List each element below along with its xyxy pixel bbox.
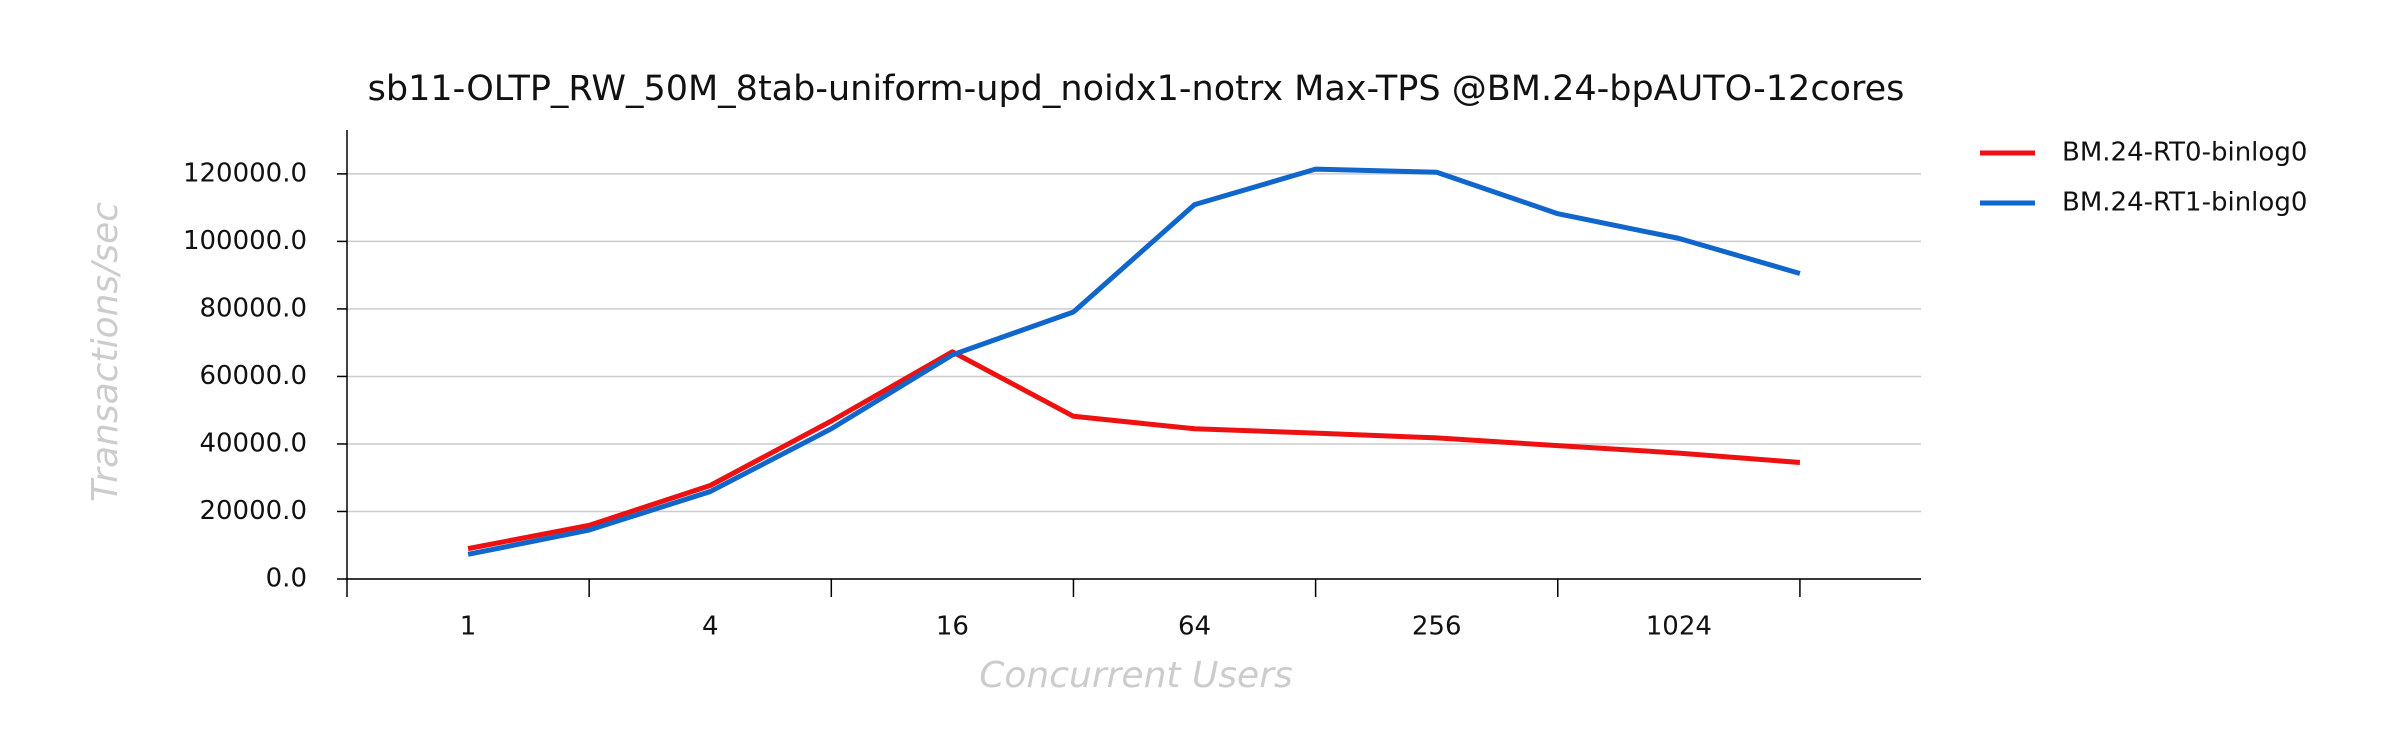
y-tick-label: 80000.0 <box>199 293 307 323</box>
y-tick-label: 60000.0 <box>199 361 307 391</box>
y-tick-label: 40000.0 <box>199 428 307 458</box>
x-tick-label: 64 <box>1178 612 1211 642</box>
legend-label: BM.24-RT1-binlog0 <box>2062 188 2307 218</box>
y-tick-label: 120000.0 <box>183 158 307 188</box>
y-tick-label: 20000.0 <box>199 496 307 526</box>
x-tick-label: 1 <box>460 612 477 642</box>
x-tick-label: 4 <box>702 612 719 642</box>
legend-label: BM.24-RT0-binlog0 <box>2062 138 2307 168</box>
y-axis-label: Transactions/sec <box>85 202 126 502</box>
y-tick-label: 100000.0 <box>183 226 307 256</box>
y-tick-label: 0.0 <box>266 564 307 594</box>
x-axis-label: Concurrent Users <box>979 655 1293 696</box>
series-line <box>467 349 1801 552</box>
x-tick-label: 16 <box>936 612 969 642</box>
chart-title: sb11-OLTP_RW_50M_8tab-uniform-upd_noidx1… <box>368 69 1905 109</box>
series-line <box>467 166 1801 557</box>
x-tick-label: 256 <box>1412 612 1462 642</box>
x-tick-label: 1024 <box>1646 612 1712 642</box>
